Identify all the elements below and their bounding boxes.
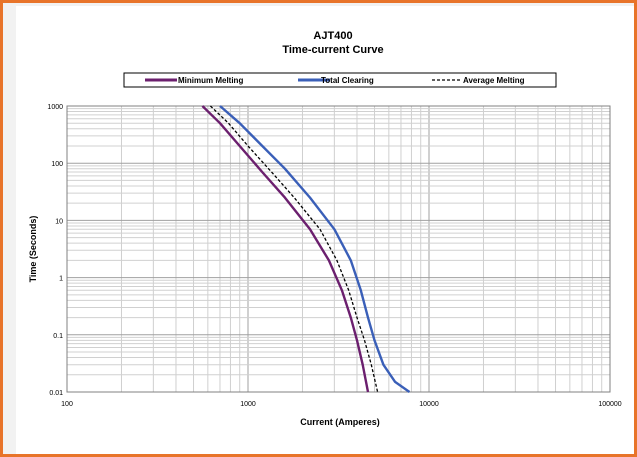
- legend: Minimum Melting Total Clearing Average M…: [123, 72, 557, 88]
- y-tick-label: 0.01: [49, 390, 63, 397]
- grid: [66, 106, 610, 393]
- series-line-average-melting: [209, 105, 379, 393]
- series-line-total-clearing: [219, 105, 411, 393]
- y-axis-label: Time (Seconds): [28, 216, 38, 283]
- y-tick-label: 10: [55, 218, 63, 225]
- tick-labels: 100 1000 10000 100000 0.01 0.1 1 10 100 1000: [47, 104, 621, 408]
- chart-title: AJT400: [313, 30, 352, 42]
- plot-border: [66, 105, 611, 393]
- legend-label-average-melting: Average Melting: [463, 76, 525, 85]
- y-tick-label: 0.1: [53, 333, 63, 340]
- y-tick-label: 100: [51, 161, 63, 168]
- x-tick-label: 1000: [240, 401, 256, 408]
- legend-label-total-clearing: Total Clearing: [321, 76, 374, 85]
- x-tick-label: 10000: [419, 401, 439, 408]
- series-lines: [201, 105, 411, 393]
- x-axis-label: Current (Amperes): [300, 417, 380, 427]
- chart-subtitle: Time-current Curve: [282, 44, 383, 56]
- series-line-minimum-melting: [201, 105, 370, 393]
- x-tick-label: 100000: [598, 401, 621, 408]
- y-tick-label: 1000: [47, 104, 63, 111]
- y-tick-label: 1: [59, 276, 63, 283]
- x-tick-label: 100: [61, 401, 73, 408]
- legend-label-minimum-melting: Minimum Melting: [178, 76, 243, 85]
